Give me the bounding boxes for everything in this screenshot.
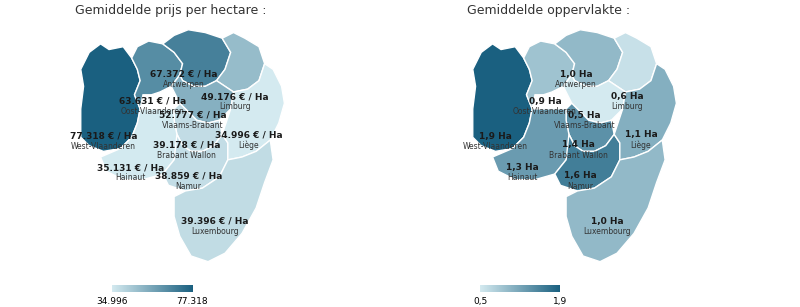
Polygon shape (162, 30, 230, 86)
Text: Luxembourg: Luxembourg (191, 227, 239, 236)
Text: Gemiddelde prijs per hectare :: Gemiddelde prijs per hectare : (75, 4, 266, 17)
Polygon shape (171, 75, 234, 123)
Text: 35.131 € / Ha: 35.131 € / Ha (97, 163, 164, 172)
Polygon shape (222, 64, 285, 160)
Polygon shape (162, 134, 228, 191)
Text: Hainaut: Hainaut (115, 173, 146, 182)
Text: 1,0 Ha: 1,0 Ha (560, 70, 592, 79)
Text: 0,9 Ha: 0,9 Ha (529, 96, 562, 106)
Text: West-Vlaanderen: West-Vlaanderen (463, 142, 528, 151)
Polygon shape (566, 140, 665, 262)
Text: Namur: Namur (175, 182, 202, 191)
Text: 49.176 € / Ha: 49.176 € / Ha (201, 92, 269, 101)
Polygon shape (524, 41, 574, 109)
Text: Vlaams-Brabant: Vlaams-Brabant (554, 121, 615, 130)
Polygon shape (614, 64, 677, 160)
Text: 1,3 Ha: 1,3 Ha (506, 163, 538, 172)
Text: 63.631 € / Ha: 63.631 € / Ha (119, 96, 186, 106)
Text: 1,1 Ha: 1,1 Ha (625, 130, 658, 139)
Text: 39.178 € / Ha: 39.178 € / Ha (153, 140, 221, 150)
Text: Antwerpen: Antwerpen (555, 80, 597, 89)
Polygon shape (81, 44, 140, 151)
Text: Brabant Wallon: Brabant Wallon (158, 150, 216, 160)
Text: 0,5 Ha: 0,5 Ha (568, 111, 601, 120)
Text: 1,6 Ha: 1,6 Ha (564, 172, 597, 181)
Polygon shape (217, 33, 265, 92)
Text: Gemiddelde oppervlakte :: Gemiddelde oppervlakte : (467, 4, 630, 17)
Text: 39.396 € / Ha: 39.396 € / Ha (182, 217, 249, 226)
Text: Limburg: Limburg (219, 103, 250, 111)
Text: Liège: Liège (630, 141, 651, 150)
Text: Liège: Liège (238, 141, 259, 150)
Polygon shape (174, 103, 222, 151)
Text: 1,0 Ha: 1,0 Ha (591, 217, 623, 226)
Text: Oost-Vlaanderen: Oost-Vlaanderen (121, 107, 185, 116)
Text: Antwerpen: Antwerpen (163, 80, 205, 89)
Text: 77.318 € / Ha: 77.318 € / Ha (70, 132, 137, 141)
Text: Limburg: Limburg (611, 103, 642, 111)
Text: Hainaut: Hainaut (507, 173, 538, 182)
Text: Vlaams-Brabant: Vlaams-Brabant (162, 121, 223, 130)
Polygon shape (493, 109, 574, 180)
Text: West-Vlaanderen: West-Vlaanderen (71, 142, 136, 151)
Polygon shape (554, 134, 620, 191)
Text: Namur: Namur (567, 182, 594, 191)
Text: 67.372 € / Ha: 67.372 € / Ha (150, 70, 218, 79)
Text: 52.777 € / Ha: 52.777 € / Ha (158, 111, 226, 120)
Text: Luxembourg: Luxembourg (583, 227, 631, 236)
Text: 0,6 Ha: 0,6 Ha (610, 92, 643, 101)
Polygon shape (566, 103, 614, 151)
Polygon shape (174, 140, 273, 262)
Polygon shape (563, 75, 626, 123)
Text: 34.996 € / Ha: 34.996 € / Ha (215, 130, 283, 139)
Polygon shape (609, 33, 657, 92)
Polygon shape (132, 41, 182, 109)
Text: Oost-Vlaanderen: Oost-Vlaanderen (513, 107, 577, 116)
Text: 38.859 € / Ha: 38.859 € / Ha (154, 172, 222, 181)
Polygon shape (473, 44, 532, 151)
Text: 1,9 Ha: 1,9 Ha (479, 132, 512, 141)
Polygon shape (101, 109, 182, 180)
Polygon shape (554, 30, 622, 86)
Text: Brabant Wallon: Brabant Wallon (550, 150, 608, 160)
Text: 1,4 Ha: 1,4 Ha (562, 140, 595, 150)
